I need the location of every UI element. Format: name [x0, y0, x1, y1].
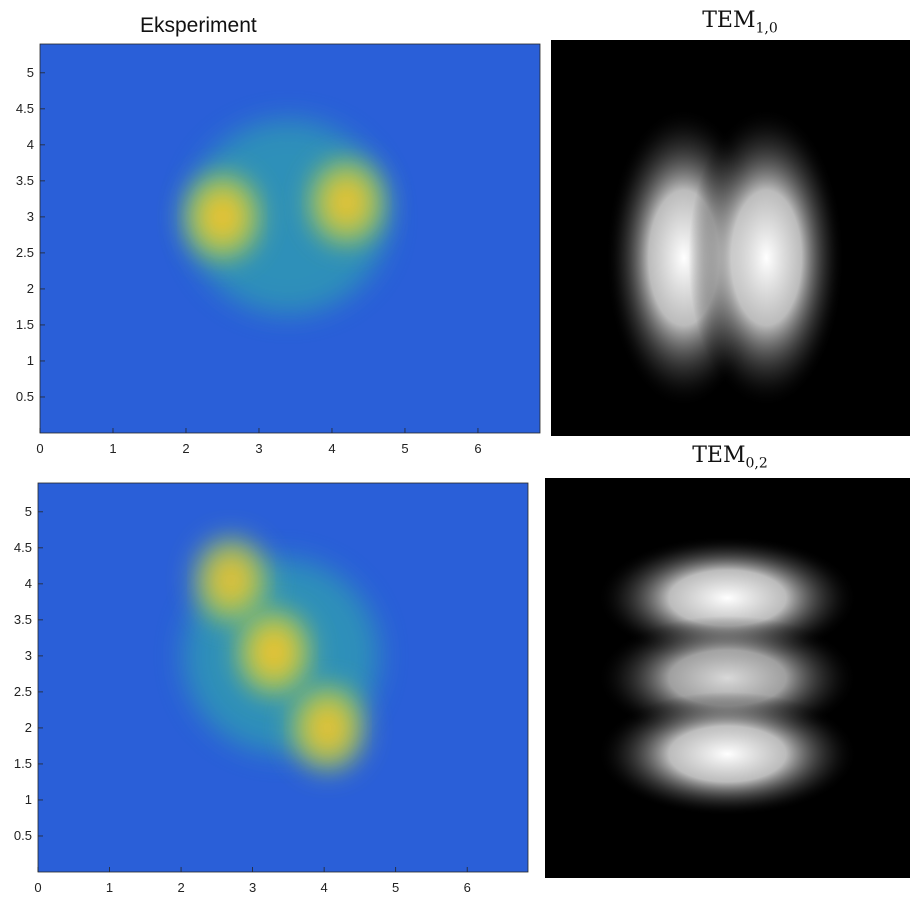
y-tick-label: 2.5 — [16, 245, 34, 260]
tem-02-title: TEM0,2 — [610, 443, 850, 471]
x-tick-label: 4 — [328, 441, 335, 456]
y-tick-label: 2 — [25, 720, 32, 735]
y-tick-label: 3.5 — [14, 612, 32, 627]
y-tick-label: 5 — [27, 65, 34, 80]
y-tick-label: 2.5 — [14, 684, 32, 699]
x-tick-label: 5 — [401, 441, 408, 456]
y-tick-label: 0.5 — [16, 389, 34, 404]
heatmap-blob — [252, 625, 297, 680]
tem-10-svg — [551, 40, 910, 436]
tem-02-image — [545, 478, 910, 878]
experiment-heatmap-top: 0 1 2 3 4 5 6 0.5 1 1.5 2 2.5 3 3.5 4 4.5 5 — [0, 0, 545, 470]
axes-box — [39, 43, 541, 434]
x-tick-label: 1 — [109, 441, 116, 456]
heatmap-blob — [199, 189, 245, 245]
tem-10-image — [551, 40, 910, 436]
tem-10-title: TEM1,0 — [620, 8, 860, 36]
x-tick-label: 2 — [182, 441, 189, 456]
y-tick-label: 0.5 — [14, 828, 32, 843]
tem-lobe — [597, 692, 858, 816]
tem-10-title-sub: 1,0 — [755, 20, 778, 37]
x-tick-label: 6 — [474, 441, 481, 456]
y-tick-label: 1 — [25, 792, 32, 807]
tem-02-svg — [545, 478, 910, 878]
x-tick-label: 1 — [106, 880, 113, 895]
y-tick-label: 3 — [27, 209, 34, 224]
y-tick-label: 1.5 — [14, 756, 32, 771]
heatmap-blob — [305, 700, 350, 756]
x-tick-label: 0 — [34, 880, 41, 895]
x-tick-label: 4 — [321, 880, 328, 895]
heatmap-blob — [324, 175, 370, 230]
x-tick-label: 0 — [36, 441, 43, 456]
x-tick-label: 3 — [249, 880, 256, 895]
axes-box — [37, 482, 529, 873]
y-tick-label: 3.5 — [16, 173, 34, 188]
tem-10-title-main: TEM — [702, 8, 756, 33]
y-tick-label: 4 — [25, 576, 32, 591]
heatmap-blob — [209, 553, 254, 608]
experiment-title: Eksperiment — [140, 14, 257, 37]
x-tick-label: 5 — [392, 880, 399, 895]
tem-02-title-sub: 0,2 — [745, 455, 768, 472]
x-tick-label: 2 — [177, 880, 184, 895]
tem-lobe — [688, 107, 845, 408]
experiment-heatmap-bottom: 0 1 2 3 4 5 6 0.5 1 1.5 2 2.5 3 3.5 4 4.5 5 — [0, 470, 545, 897]
tem-02-title-main: TEM — [692, 443, 746, 468]
y-tick-label: 4 — [27, 137, 34, 152]
heatmap-bottom-svg: 0 1 2 3 4 5 6 0.5 1 1.5 2 2.5 3 3.5 4 4.5 5 — [14, 482, 529, 895]
y-tick-label: 4.5 — [14, 540, 32, 555]
y-tick-label: 1.5 — [16, 317, 34, 332]
y-tick-label: 4.5 — [16, 101, 34, 116]
y-tick-label: 3 — [25, 648, 32, 663]
y-tick-label: 1 — [27, 353, 34, 368]
x-tick-label: 6 — [464, 880, 471, 895]
y-tick-label: 5 — [25, 504, 32, 519]
y-tick-label: 2 — [27, 281, 34, 296]
heatmap-top-svg: 0 1 2 3 4 5 6 0.5 1 1.5 2 2.5 3 3.5 4 4.5 5 — [16, 43, 541, 456]
x-tick-label: 3 — [255, 441, 262, 456]
